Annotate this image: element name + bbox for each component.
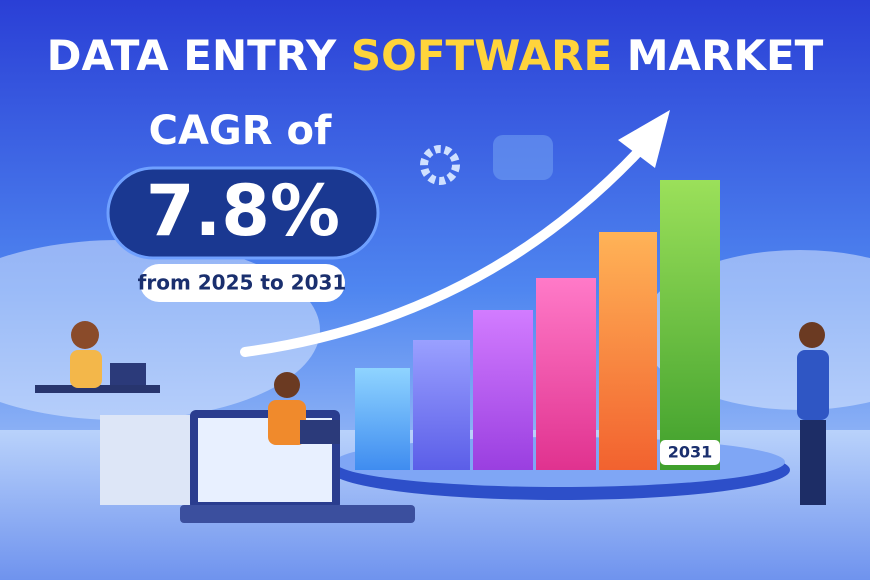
person: [268, 400, 306, 445]
bar: [599, 232, 657, 470]
bar: [536, 278, 596, 470]
cloud-icon: [493, 135, 553, 180]
papers: [100, 415, 190, 505]
title-part: MARKET: [627, 31, 824, 80]
period-pill: [140, 264, 345, 302]
title-highlight: SOFTWARE: [351, 31, 612, 80]
desk: [35, 385, 160, 393]
person: [800, 420, 826, 505]
arrow-head: [618, 110, 670, 168]
person: [71, 321, 99, 349]
person: [799, 322, 825, 348]
title: DATA ENTRY SOFTWARE MARKET: [47, 31, 824, 80]
period: from 2025 to 2031: [138, 271, 347, 295]
bar: [473, 310, 533, 470]
keyboard: [180, 505, 415, 523]
bar: [413, 340, 470, 470]
growth-arrow: [240, 145, 645, 357]
title-part: DATA ENTRY: [47, 31, 337, 80]
person: [274, 372, 300, 398]
cagr-pill: [106, 166, 380, 260]
laptop: [300, 420, 340, 444]
gear-icon: [420, 145, 460, 185]
cagr-value: 7.8%: [146, 170, 340, 252]
year-label: 2031: [668, 443, 713, 462]
person: [797, 350, 829, 420]
bar: [660, 180, 720, 470]
person: [70, 350, 102, 388]
cagr-label: CAGR of: [149, 108, 332, 154]
laptop: [110, 363, 146, 385]
bar: [355, 368, 410, 470]
year-badge: [660, 440, 720, 465]
